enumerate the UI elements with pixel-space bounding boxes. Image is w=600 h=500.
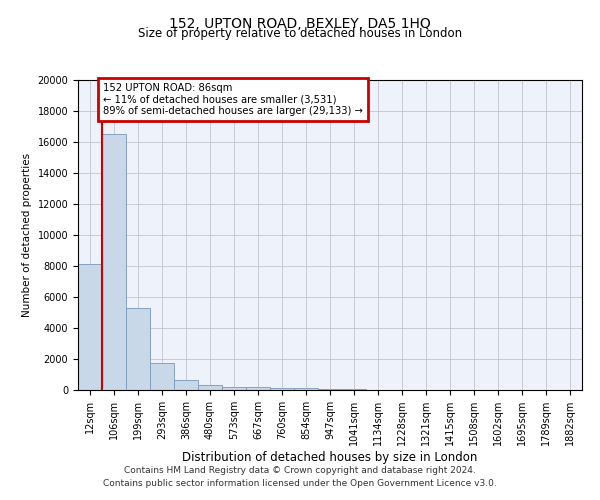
Y-axis label: Number of detached properties: Number of detached properties — [22, 153, 32, 317]
Bar — [198, 386, 222, 390]
Bar — [174, 380, 198, 390]
Bar — [222, 387, 246, 390]
Text: 152 UPTON ROAD: 86sqm
← 11% of detached houses are smaller (3,531)
89% of semi-d: 152 UPTON ROAD: 86sqm ← 11% of detached … — [103, 83, 363, 116]
Bar — [318, 389, 342, 390]
Bar — [126, 308, 150, 390]
Bar — [102, 134, 126, 390]
Bar — [246, 388, 270, 390]
Bar — [78, 264, 102, 390]
Bar — [294, 388, 318, 390]
Text: Size of property relative to detached houses in London: Size of property relative to detached ho… — [138, 28, 462, 40]
Text: Contains HM Land Registry data © Crown copyright and database right 2024.
Contai: Contains HM Land Registry data © Crown c… — [103, 466, 497, 487]
Bar — [270, 388, 294, 390]
Bar — [150, 363, 174, 390]
X-axis label: Distribution of detached houses by size in London: Distribution of detached houses by size … — [182, 451, 478, 464]
Text: 152, UPTON ROAD, BEXLEY, DA5 1HQ: 152, UPTON ROAD, BEXLEY, DA5 1HQ — [169, 18, 431, 32]
